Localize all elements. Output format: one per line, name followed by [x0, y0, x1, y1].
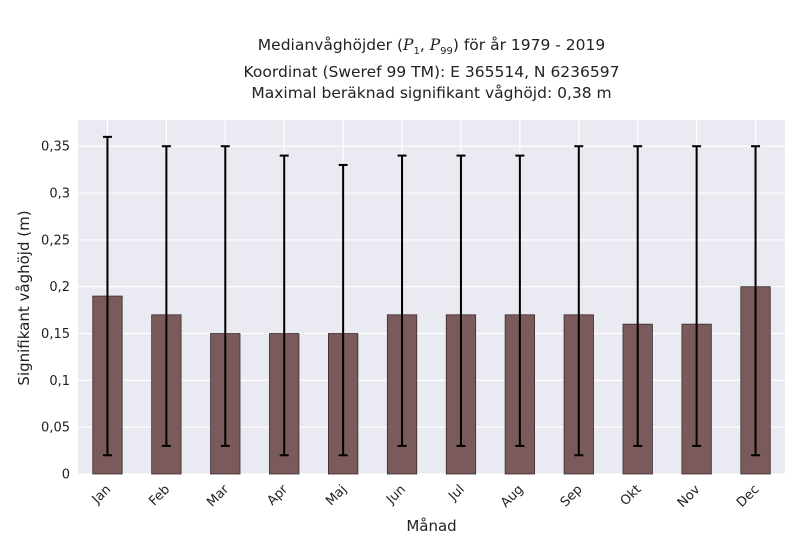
error-bar-maj — [338, 163, 348, 457]
y-axis-ticks: 0 0,05 0,1 0,15 0,2 0,25 0,3 0,35 — [41, 140, 70, 483]
error-bar-okt — [633, 145, 643, 447]
error-bar-aug — [515, 154, 525, 447]
y-tick-label: 0,05 — [41, 421, 70, 436]
x-tick-label: Jan — [89, 482, 114, 507]
x-tick-label: Mar — [204, 482, 232, 510]
x-tick-label: Maj — [323, 482, 350, 509]
x-tick-label: Aug — [498, 482, 527, 511]
title-line-2: Koordinat (Sweref 99 TM): E 365514, N 62… — [243, 63, 620, 82]
error-bar-dec — [751, 145, 761, 457]
chart-title: Medianvåghöjder (P1, P99) för år 1979 - … — [78, 35, 785, 104]
title-line-3: Maximal beräknad signifikant våghöjd: 0,… — [251, 84, 612, 103]
title-line-1: Medianvåghöjder (P1, P99) för år 1979 - … — [257, 36, 606, 58]
x-tick-label: Apr — [265, 482, 292, 509]
x-tick-label: Okt — [618, 482, 645, 509]
error-bar-jun — [397, 154, 407, 447]
x-axis-ticks: Jan Feb Mar Apr Maj Jun Jul Aug Sep Okt Nov Dec — [89, 482, 763, 511]
x-tick-label: Jul — [445, 482, 467, 504]
error-bars — [102, 135, 761, 457]
y-tick-label: 0,3 — [49, 187, 70, 202]
x-axis-label: Månad — [406, 517, 456, 535]
x-tick-label: Dec — [734, 482, 762, 510]
y-tick-label: 0,25 — [41, 233, 70, 248]
y-tick-label: 0 — [62, 468, 70, 483]
y-axis-label: Signifikant våghöjd (m) — [15, 210, 33, 385]
error-bar-feb — [161, 145, 171, 447]
y-tick-label: 0,35 — [41, 140, 70, 155]
error-bar-apr — [279, 154, 289, 457]
error-bar-jul — [456, 154, 466, 447]
error-bar-jan — [102, 135, 112, 457]
x-tick-label: Feb — [146, 482, 173, 509]
y-tick-label: 0,2 — [49, 280, 70, 295]
error-bar-mar — [220, 145, 230, 447]
y-tick-label: 0,1 — [49, 374, 70, 389]
plot-area — [78, 120, 785, 474]
x-tick-label: Nov — [675, 482, 704, 511]
x-tick-label: Sep — [558, 482, 586, 510]
error-bar-nov — [692, 145, 702, 447]
x-tick-label: Jun — [383, 482, 409, 508]
error-bar-sep — [574, 145, 584, 457]
y-tick-label: 0,15 — [41, 327, 70, 342]
